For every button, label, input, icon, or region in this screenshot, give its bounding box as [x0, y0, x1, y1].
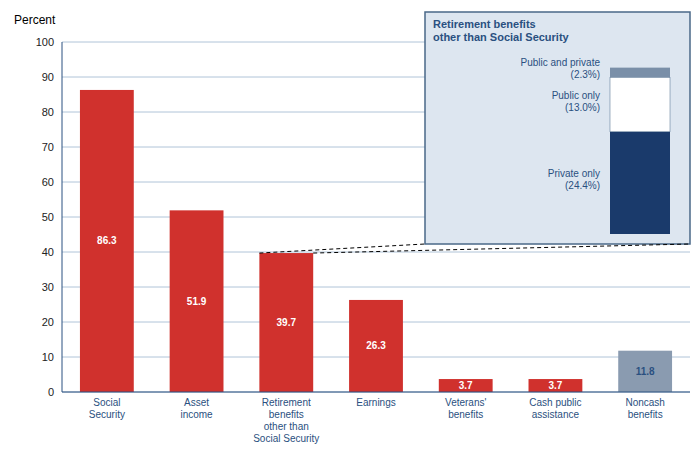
connector [313, 244, 690, 253]
x-tick-label: Cash publicassistance [529, 397, 581, 420]
x-axis-line [62, 392, 690, 393]
text-line: benefits [628, 409, 663, 420]
x-tick-label: SocialSecurity [89, 397, 125, 420]
text-line: Social Security [253, 433, 319, 444]
text-line: benefits [269, 409, 304, 420]
text-line: other than [264, 421, 309, 432]
segment-label: Public and private(2.3%) [521, 57, 601, 80]
segment-label: Public only(13.0%) [552, 90, 600, 113]
text-line: (2.3%) [571, 69, 600, 80]
text-line: Earnings [356, 397, 395, 408]
x-tick-label: Earnings [356, 397, 395, 408]
y-tick-label: 70 [42, 141, 54, 153]
y-axis-label: Percent [14, 13, 56, 27]
data-label: 51.9 [187, 296, 207, 307]
bar [618, 351, 672, 392]
stacked-segment [610, 132, 670, 234]
data-label: 39.7 [277, 317, 297, 328]
text-line: other than Social Security [433, 31, 570, 43]
stacked-segment [610, 77, 670, 131]
text-line: assistance [532, 409, 580, 420]
y-tick-label: 20 [42, 316, 54, 328]
grid-line [62, 287, 690, 288]
data-label: 3.7 [548, 380, 562, 391]
x-tick-label: Retirementbenefitsother thanSocial Secur… [253, 397, 319, 444]
text-line: Retirement benefits [433, 18, 536, 30]
bar [349, 300, 403, 392]
text-line: benefits [448, 409, 483, 420]
y-tick-label: 50 [42, 211, 54, 223]
connector [259, 244, 425, 253]
grid-line [62, 392, 690, 393]
y-tick-label: 60 [42, 176, 54, 188]
chart: 0 10 20 30 40 50 60 70 80 90 100 86.3 51.9 39.7 26.3 3.… [0, 0, 700, 468]
data-label: 11.8 [636, 366, 655, 377]
text-line: Public and private [521, 57, 601, 68]
text-line: (13.0%) [565, 102, 600, 113]
text-line: Cash public [529, 397, 581, 408]
y-tick-label: 40 [42, 246, 54, 258]
bar [259, 253, 313, 392]
y-tick-label: 30 [42, 281, 54, 293]
bar [80, 90, 134, 392]
text-line: (24.4%) [565, 180, 600, 191]
text-line: Private only [548, 168, 600, 179]
y-tick-label: 100 [36, 36, 54, 48]
text-line: Asset [184, 397, 209, 408]
text-line: income [180, 409, 213, 420]
text-line: Noncash [625, 397, 664, 408]
y-axis-line [62, 42, 63, 392]
grid-line [62, 252, 690, 253]
data-label: 3.7 [459, 380, 473, 391]
data-label: 26.3 [366, 340, 386, 351]
inset-frame [425, 12, 690, 244]
inset-title: Retirement benefitsother than Social Sec… [433, 18, 570, 43]
y-tick-label: 10 [42, 351, 54, 363]
y-tick-label: 0 [48, 386, 54, 398]
inset-bars [610, 68, 670, 234]
text-line: Public only [552, 90, 600, 101]
x-tick-label: Noncashbenefits [625, 397, 664, 420]
text-line: Social [93, 397, 120, 408]
bar [170, 210, 224, 392]
y-tick-label: 80 [42, 106, 54, 118]
segment-label: Private only(24.4%) [548, 168, 600, 191]
text-line: Retirement [262, 397, 311, 408]
x-tick-label: Veterans'benefits [445, 397, 486, 420]
text-line: Veterans' [445, 397, 486, 408]
x-tick-label: Assetincome [180, 397, 213, 420]
stacked-segment [610, 68, 670, 78]
bar [529, 379, 583, 392]
data-label: 86.3 [97, 235, 117, 246]
y-tick-label: 90 [42, 71, 54, 83]
text-line: Security [89, 409, 125, 420]
bar [439, 379, 493, 392]
background [0, 0, 700, 468]
